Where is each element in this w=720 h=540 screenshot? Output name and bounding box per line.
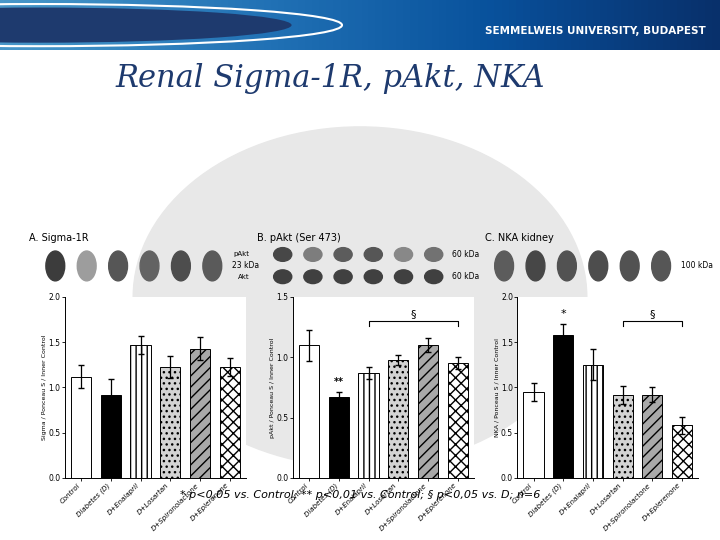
Text: §: § — [410, 309, 416, 319]
Ellipse shape — [652, 251, 670, 281]
Ellipse shape — [526, 251, 545, 281]
Text: SEMMELWEIS UNIVERSITY, BUDAPEST: SEMMELWEIS UNIVERSITY, BUDAPEST — [485, 26, 706, 36]
Text: **: ** — [334, 377, 344, 387]
Y-axis label: NKA / Ponceau S / Inner Control: NKA / Ponceau S / Inner Control — [495, 338, 500, 437]
Ellipse shape — [274, 248, 292, 261]
Y-axis label: pAkt / Ponceau S / Inner Control: pAkt / Ponceau S / Inner Control — [270, 338, 275, 437]
Bar — [583, 365, 603, 478]
Ellipse shape — [46, 251, 65, 281]
Bar — [388, 360, 408, 478]
Y-axis label: Sigma / Ponceau S / Inner Control: Sigma / Ponceau S / Inner Control — [42, 335, 47, 440]
Text: A. Sigma-1R: A. Sigma-1R — [29, 233, 89, 244]
Circle shape — [133, 127, 587, 467]
Bar — [71, 376, 91, 478]
Bar — [642, 395, 662, 478]
Ellipse shape — [425, 248, 443, 261]
Text: Renal Sigma-1R, pAkt, NKA: Renal Sigma-1R, pAkt, NKA — [115, 63, 545, 93]
Ellipse shape — [395, 248, 413, 261]
Text: B. pAkt (Ser 473): B. pAkt (Ser 473) — [257, 233, 341, 244]
Ellipse shape — [109, 251, 127, 281]
Circle shape — [0, 8, 292, 43]
Ellipse shape — [203, 251, 222, 281]
Ellipse shape — [304, 270, 322, 284]
Ellipse shape — [77, 251, 96, 281]
Text: 23 kDa: 23 kDa — [232, 261, 259, 271]
Ellipse shape — [304, 248, 322, 261]
Ellipse shape — [334, 270, 352, 284]
Ellipse shape — [364, 248, 382, 261]
Ellipse shape — [171, 251, 190, 281]
Bar — [101, 395, 121, 478]
Text: 1st Department of Pediatrics, www.gyermekklinika.hu: 1st Department of Pediatrics, www.gyerme… — [397, 522, 640, 531]
Text: *: * — [560, 309, 566, 319]
Text: 100 kDa: 100 kDa — [680, 261, 713, 271]
Ellipse shape — [395, 270, 413, 284]
Bar — [190, 348, 210, 478]
Ellipse shape — [589, 251, 608, 281]
Ellipse shape — [495, 251, 513, 281]
Text: * p<0,05 vs. Control; ** p<0,01 vs. Control; § p<0,05 vs. D; n=6: * p<0,05 vs. Control; ** p<0,01 vs. Cont… — [180, 490, 540, 501]
Ellipse shape — [364, 270, 382, 284]
Bar — [448, 363, 468, 478]
Bar — [613, 395, 633, 478]
Text: C. NKA kidney: C. NKA kidney — [485, 233, 554, 244]
Bar — [220, 367, 240, 478]
Bar — [418, 345, 438, 478]
Text: pAkt: pAkt — [233, 252, 250, 258]
Ellipse shape — [334, 248, 352, 261]
Bar — [130, 345, 150, 478]
Text: §: § — [649, 309, 655, 319]
Bar — [672, 426, 692, 478]
Ellipse shape — [621, 251, 639, 281]
Bar — [160, 367, 180, 478]
Bar — [523, 392, 544, 478]
Bar — [359, 373, 379, 478]
Ellipse shape — [425, 270, 443, 284]
Ellipse shape — [140, 251, 159, 281]
Bar — [553, 335, 573, 478]
Text: 60 kDa: 60 kDa — [452, 250, 480, 259]
Text: 60 kDa: 60 kDa — [452, 272, 480, 281]
Ellipse shape — [274, 270, 292, 284]
Ellipse shape — [557, 251, 576, 281]
Bar — [329, 397, 349, 478]
Text: Akt: Akt — [238, 274, 250, 280]
Bar — [299, 345, 319, 478]
